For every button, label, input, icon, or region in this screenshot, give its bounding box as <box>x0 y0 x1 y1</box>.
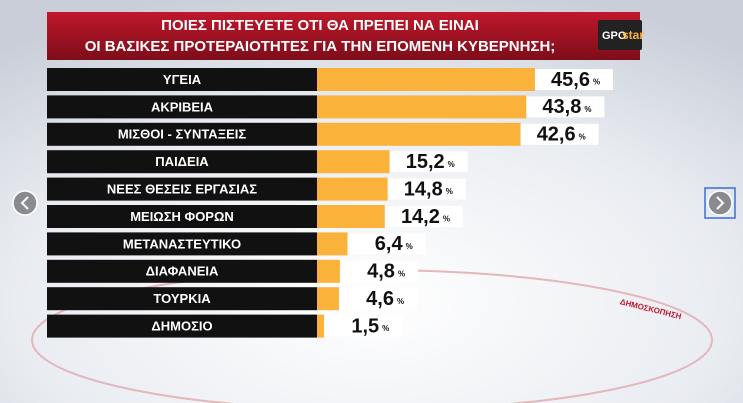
category-box <box>47 95 317 119</box>
nav-next-arrow[interactable] <box>716 196 725 210</box>
value-label: 14,2 <box>401 206 440 228</box>
nav-next-circle[interactable] <box>707 190 733 216</box>
bar <box>317 95 527 119</box>
bar <box>317 122 521 146</box>
header <box>47 12 640 60</box>
bar <box>317 177 388 201</box>
value-unit: % <box>406 242 413 251</box>
nav-next-focus[interactable] <box>704 187 736 219</box>
value-unit: % <box>443 215 450 224</box>
value-label: 15,2 <box>406 151 445 173</box>
category-label: ΔΙΑΦΑΝΕΙΑ <box>146 264 219 279</box>
category-box <box>47 314 317 338</box>
category-label: ΤΟΥΡΚΙΑ <box>153 291 211 306</box>
bar <box>317 259 340 283</box>
category-label: ΥΓΕΙΑ <box>163 72 202 87</box>
nav-next[interactable] <box>704 187 736 219</box>
category-box <box>47 287 317 311</box>
value-label: 6,4 <box>375 233 404 255</box>
value-box <box>534 69 613 90</box>
logo: star <box>622 28 644 42</box>
value-label: 45,6 <box>551 69 590 91</box>
category-label: ΜΕΤΑΝΑΣΤΕΥΤΙΚΟ <box>123 236 241 251</box>
value-box <box>526 96 605 118</box>
value-label: 43,8 <box>542 96 581 118</box>
value-unit: % <box>448 160 455 169</box>
value-box <box>338 288 417 310</box>
value-unit: % <box>579 132 586 141</box>
logo: GPO <box>602 30 627 42</box>
category-label: ΑΚΡΙΒΕΙΑ <box>151 99 214 114</box>
value-box <box>387 178 466 200</box>
category-box <box>47 122 317 146</box>
value-box <box>347 233 426 255</box>
nav-prev-arrow[interactable] <box>20 196 29 210</box>
category-box <box>47 205 317 228</box>
category-label: ΠΑΙΔΕΙΑ <box>155 154 209 169</box>
bar <box>317 205 385 228</box>
bar <box>317 150 390 174</box>
value-label: 1,5 <box>351 315 379 337</box>
bar <box>317 232 348 256</box>
logo-box <box>598 20 642 50</box>
category-box <box>47 232 317 256</box>
bar <box>317 68 535 91</box>
category-box <box>47 68 317 91</box>
category-box <box>47 150 317 174</box>
value-unit: % <box>593 78 600 87</box>
value-unit: % <box>446 187 453 196</box>
value-box <box>520 123 599 145</box>
bar <box>317 287 339 311</box>
nav-prev-circle[interactable] <box>12 190 38 216</box>
title-line: ΠΟΙΕΣ ΠΙΣΤΕΥΕΤΕ ΟΤΙ ΘΑ ΠΡΕΠΕΙ ΝΑ ΕΙΝΑΙ <box>161 17 479 34</box>
category-label: ΔΗΜΟΣΙΟ <box>151 319 212 334</box>
value-label: 42,6 <box>537 124 576 146</box>
value-label: 4,8 <box>367 261 395 283</box>
category-label: ΜΕΙΩΣΗ ΦΟΡΩΝ <box>130 209 234 224</box>
value-box <box>384 206 463 227</box>
value-box <box>324 315 403 337</box>
value-label: 14,8 <box>404 178 443 200</box>
category-box <box>47 259 317 283</box>
nav-prev[interactable] <box>12 190 38 216</box>
value-unit: % <box>584 105 591 114</box>
value-unit: % <box>397 297 404 306</box>
value-unit: % <box>398 269 405 278</box>
value-box <box>339 260 418 282</box>
value-box <box>389 151 468 173</box>
category-label: ΜΙΣΘΟΙ - ΣΥΝΤΑΞΕΙΣ <box>118 127 247 142</box>
value-label: 4,6 <box>366 288 394 310</box>
title-line: ΟΙ ΒΑΣΙΚΕΣ ΠΡΟΤΕΡΑΙΟΤΗΤΕΣ ΓΙΑ ΤΗΝ ΕΠΟΜΕΝ… <box>85 38 556 55</box>
value-unit: % <box>382 324 389 333</box>
category-label: ΝΕΕΣ ΘΕΣΕΙΣ ΕΡΓΑΣΙΑΣ <box>107 182 257 197</box>
category-box <box>47 177 317 201</box>
bar <box>317 314 325 338</box>
